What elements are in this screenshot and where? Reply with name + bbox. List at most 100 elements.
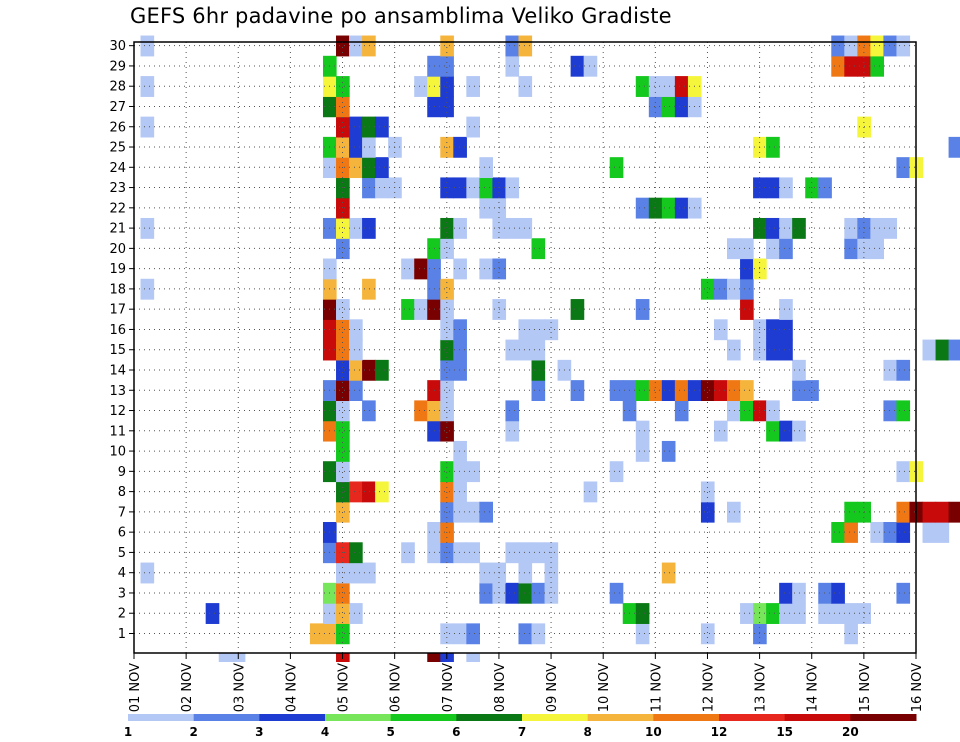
- y-tick-label: 9: [118, 465, 126, 480]
- heatmap-cell: [766, 400, 780, 422]
- heatmap-cell: [336, 481, 350, 503]
- heatmap-cell: [727, 400, 741, 422]
- heatmap-cell: [518, 339, 533, 361]
- x-tick-label: 10 NOV: [597, 663, 612, 712]
- legend-swatch: [193, 714, 260, 721]
- heatmap-cell: [349, 359, 363, 381]
- heatmap-cell: [479, 258, 494, 280]
- heatmap-cell: [453, 258, 467, 280]
- heatmap-cell: [453, 319, 467, 341]
- heatmap-cell: [479, 501, 494, 523]
- y-tick-label: 3: [118, 586, 126, 601]
- heatmap-cell: [505, 177, 520, 199]
- heatmap-cell: [831, 522, 845, 543]
- heatmap-cell: [713, 278, 728, 300]
- heatmap-cell: [844, 238, 858, 260]
- y-tick-label: 11: [109, 424, 126, 439]
- legend-swatch: [587, 714, 654, 721]
- heatmap-cell: [922, 339, 937, 361]
- heatmap-cell: [466, 177, 480, 199]
- heatmap-cell: [362, 157, 376, 179]
- heatmap-cell: [896, 461, 911, 483]
- heatmap-cell: [883, 522, 898, 543]
- heatmap-cell: [661, 96, 676, 118]
- heatmap-cell: [544, 319, 559, 341]
- heatmap-cell: [648, 380, 663, 401]
- heatmap-cell: [518, 35, 533, 57]
- heatmap-cell: [740, 238, 754, 260]
- heatmap-cell: [336, 217, 350, 239]
- heatmap-cell: [883, 400, 898, 422]
- heatmap-cell: [309, 623, 324, 645]
- heatmap-cell: [375, 116, 389, 138]
- heatmap-cell: [453, 359, 467, 381]
- heatmap-cell: [531, 319, 546, 341]
- heatmap-cell: [648, 96, 663, 118]
- x-tick-label: 05 NOV: [337, 663, 352, 712]
- heatmap-cell: [362, 116, 376, 138]
- x-tick-label: 11 NOV: [649, 663, 664, 712]
- heatmap-cell: [336, 582, 350, 604]
- heatmap-cell: [740, 278, 754, 300]
- heatmap-cell: [531, 359, 546, 381]
- legend-label: 20: [842, 725, 859, 739]
- heatmap-cell: [440, 359, 454, 381]
- heatmap-cell: [831, 582, 845, 604]
- heatmap-cell: [336, 359, 350, 381]
- heatmap-cell: [609, 461, 624, 483]
- heatmap-cell: [870, 217, 885, 239]
- heatmap-cell: [336, 76, 350, 97]
- heatmap-cell: [870, 35, 885, 57]
- heatmap-cell: [870, 522, 885, 543]
- heatmap-cell: [518, 542, 533, 564]
- heatmap-cell: [740, 603, 754, 624]
- y-tick-label: 12: [109, 404, 126, 419]
- heatmap-cell: [505, 400, 520, 422]
- legend-label: 6: [452, 725, 460, 739]
- legend-swatch: [522, 714, 589, 721]
- heatmap-cell: [440, 217, 454, 239]
- heatmap-cell: [362, 481, 376, 503]
- heatmap-cell: [661, 562, 676, 584]
- heatmap-cell: [531, 623, 546, 645]
- heatmap-cell: [440, 35, 454, 57]
- legend-label: 15: [776, 725, 793, 739]
- y-tick-label: 18: [109, 282, 126, 297]
- legend-label: 8: [583, 725, 591, 739]
- heatmap-cell: [661, 380, 676, 401]
- x-tick-label: 04 NOV: [284, 663, 299, 712]
- heatmap-cell: [883, 359, 898, 381]
- legend-label: 1: [124, 725, 132, 739]
- heatmap-cell: [205, 603, 220, 624]
- heatmap-cell: [896, 359, 911, 381]
- y-tick-label: 8: [118, 485, 126, 500]
- heatmap-cell: [766, 238, 780, 260]
- heatmap-cell: [349, 339, 363, 361]
- heatmap-cell: [818, 177, 832, 199]
- legend-label: 2: [189, 725, 197, 739]
- heatmap-cell: [349, 319, 363, 341]
- heatmap-cell: [440, 380, 454, 401]
- heatmap-cell: [336, 299, 350, 320]
- heatmap-cell: [440, 420, 454, 442]
- heatmap-cell: [609, 582, 624, 604]
- heatmap-cell: [375, 157, 389, 179]
- heatmap-cell: [896, 582, 911, 604]
- heatmap-cell: [440, 461, 454, 483]
- y-tick-label: 4: [118, 566, 126, 581]
- heatmap-cell: [362, 35, 376, 57]
- heatmap-cell: [779, 339, 793, 361]
- heatmap-cell: [505, 55, 520, 77]
- heatmap-cell: [505, 582, 520, 604]
- heatmap-cell: [844, 55, 858, 77]
- heatmap-cell: [401, 299, 415, 320]
- heatmap-cell: [870, 55, 885, 77]
- x-tick-label: 02 NOV: [180, 663, 195, 712]
- heatmap-cell: [362, 400, 376, 422]
- heatmap-cell: [414, 258, 428, 280]
- heatmap-cell: [518, 217, 533, 239]
- y-tick-label: 1: [118, 627, 126, 642]
- heatmap-cell: [883, 35, 898, 57]
- plot-frame: [133, 41, 917, 654]
- heatmap-cell: [440, 623, 454, 645]
